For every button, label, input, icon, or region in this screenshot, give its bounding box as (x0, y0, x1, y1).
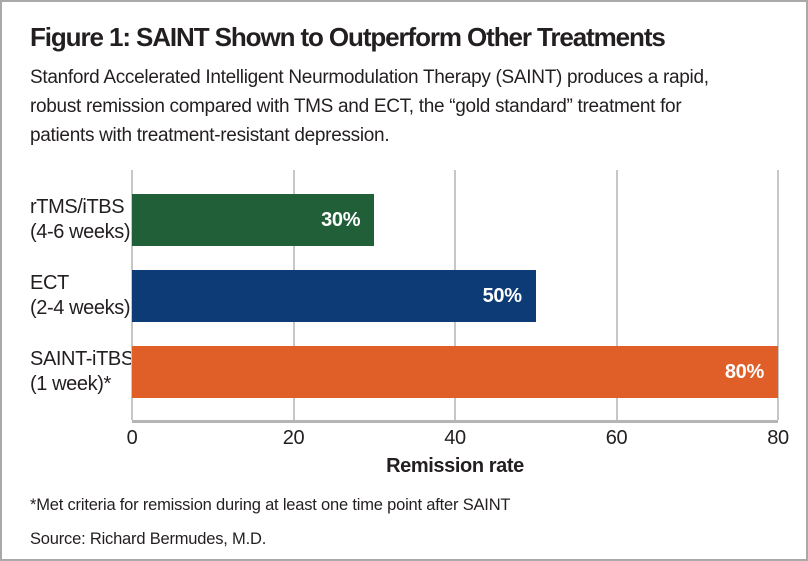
x-tick-label-0: 0 (126, 427, 138, 449)
figure-title: Figure 1: SAINT Shown to Outperform Othe… (30, 22, 666, 52)
bar-value-label: 30% (321, 208, 361, 231)
category-label-3: SAINT-iTBS (1 week)* (30, 346, 134, 398)
bar-ect: 50% (132, 270, 536, 322)
category-label-line: SAINT-iTBS (30, 348, 134, 370)
category-label-line: (2-4 weeks) (30, 297, 131, 319)
category-label-line: (1 week)* (30, 373, 111, 395)
x-tick-label-60: 60 (605, 427, 628, 449)
category-label-line: rTMS/iTBS (30, 196, 125, 218)
footnote-asterisk: *Met criteria for remission during at le… (30, 496, 511, 514)
subtitle-line-1: Stanford Accelerated Intelligent Neurmod… (30, 67, 709, 88)
x-axis-title: Remission rate (386, 455, 524, 477)
x-tick-label-80: 80 (767, 427, 789, 449)
category-label-2: ECT (2-4 weeks) (30, 270, 130, 322)
bar-value-label: 50% (482, 284, 522, 307)
source-credit: Source: Richard Bermudes, M.D. (30, 530, 267, 548)
bar-chart: rTMS/iTBS (4-6 weeks) ECT (2-4 weeks) SAINT-… (30, 170, 779, 423)
category-labels: rTMS/iTBS (4-6 weeks) ECT (2-4 weeks) SAINT-… (30, 170, 134, 420)
subtitle-line-3: patients with treatment-resistant depres… (30, 125, 390, 146)
x-axis-ticks: 0 20 40 60 80 (127, 427, 790, 451)
x-tick-label-40: 40 (444, 427, 466, 449)
plot-area: 30% 50% 80% (131, 170, 779, 423)
gridline-60 (615, 170, 618, 420)
bar-saint-itbs: 80% (132, 346, 778, 398)
category-label-1: rTMS/iTBS (4-6 weeks) (30, 194, 130, 246)
category-label-line: (4-6 weeks) (30, 221, 131, 243)
bar-value-label: 80% (724, 360, 764, 383)
subtitle-line-2: robust remission compared with TMS and E… (30, 96, 682, 117)
gridline-80 (777, 170, 779, 420)
category-label-line: ECT (30, 272, 69, 294)
figure-subtitle: Stanford Accelerated Intelligent Neurmod… (30, 63, 778, 150)
bar-rtms-itbs: 30% (132, 194, 375, 246)
x-tick-label-20: 20 (282, 427, 305, 449)
